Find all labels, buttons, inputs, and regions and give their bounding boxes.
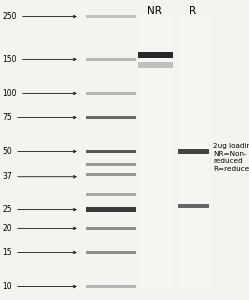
Bar	[178, 14, 209, 290]
Text: 250: 250	[2, 12, 76, 21]
Bar	[86, 150, 136, 154]
Text: 100: 100	[2, 89, 76, 98]
Bar	[86, 193, 136, 196]
Text: 25: 25	[2, 205, 76, 214]
Text: 10: 10	[2, 282, 76, 291]
Bar	[138, 14, 173, 290]
Bar	[86, 163, 136, 166]
Text: 20: 20	[2, 224, 76, 233]
Text: NR: NR	[147, 5, 162, 16]
Text: 37: 37	[2, 172, 76, 181]
Bar	[86, 58, 136, 61]
Text: 50: 50	[2, 147, 76, 156]
Bar	[86, 92, 136, 95]
Text: 75: 75	[2, 113, 76, 122]
Bar	[86, 15, 136, 18]
Bar	[86, 285, 136, 288]
Text: R: R	[189, 5, 196, 16]
Bar	[178, 149, 209, 154]
Text: 2ug loading
NR=Non-
reduced
R=reduced: 2ug loading NR=Non- reduced R=reduced	[213, 143, 249, 172]
Bar	[86, 227, 136, 230]
Bar	[178, 204, 209, 208]
Bar	[86, 116, 136, 119]
Bar	[86, 173, 136, 176]
Text: 15: 15	[2, 248, 76, 257]
Bar	[86, 207, 136, 212]
Bar	[138, 62, 173, 68]
Bar	[86, 251, 136, 254]
Bar	[138, 52, 173, 58]
Text: 150: 150	[2, 55, 76, 64]
